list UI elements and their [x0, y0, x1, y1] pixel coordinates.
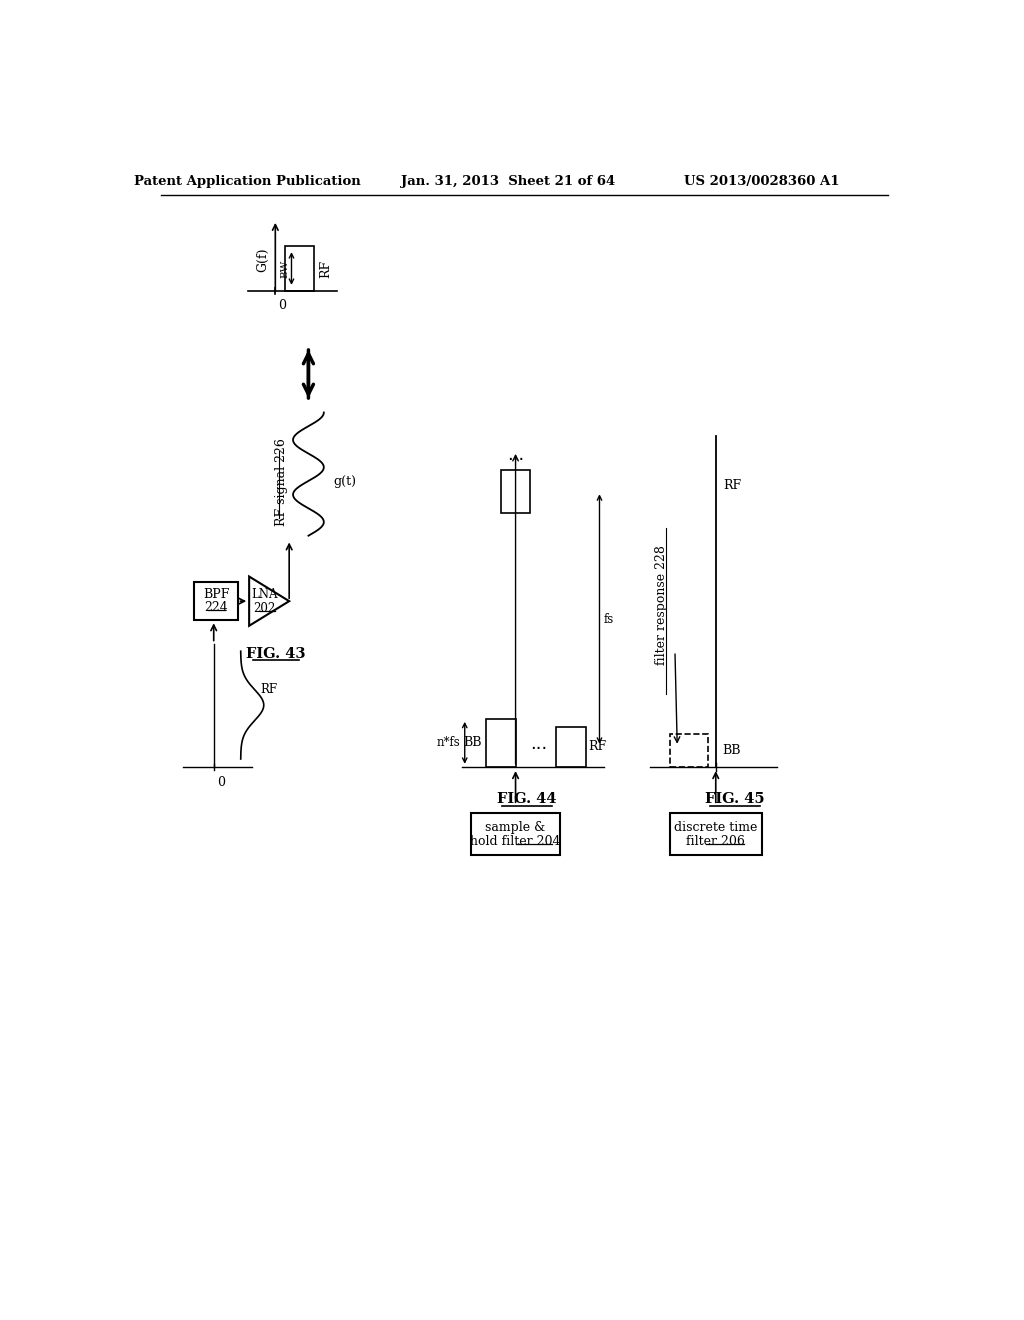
- Text: FIG. 45: FIG. 45: [706, 792, 765, 807]
- Bar: [670, 813, 762, 855]
- Text: 202: 202: [253, 602, 275, 615]
- Bar: [501, 470, 530, 512]
- Text: hold filter 204: hold filter 204: [470, 834, 561, 847]
- Text: 224: 224: [204, 601, 228, 614]
- Text: ...: ...: [507, 446, 524, 463]
- Text: BW: BW: [281, 260, 289, 277]
- Text: n*fs: n*fs: [437, 737, 461, 750]
- Text: RF: RF: [589, 741, 607, 754]
- Text: FIG. 43: FIG. 43: [246, 647, 305, 660]
- Text: g(t): g(t): [333, 475, 356, 488]
- Text: Patent Application Publication: Patent Application Publication: [134, 176, 361, 187]
- Bar: [195, 582, 238, 620]
- Text: RF: RF: [724, 479, 741, 492]
- Text: filter 206: filter 206: [686, 834, 745, 847]
- Text: RF: RF: [319, 260, 332, 277]
- Text: G(f): G(f): [256, 248, 269, 272]
- Text: BPF: BPF: [203, 589, 229, 602]
- Text: 0: 0: [279, 298, 287, 312]
- Text: RF: RF: [260, 684, 278, 696]
- Text: Jan. 31, 2013  Sheet 21 of 64: Jan. 31, 2013 Sheet 21 of 64: [400, 176, 615, 187]
- Text: filter response 228: filter response 228: [655, 545, 669, 665]
- Text: 0: 0: [217, 776, 225, 789]
- Bar: [670, 734, 708, 767]
- Bar: [471, 813, 560, 855]
- Text: BB: BB: [463, 737, 481, 750]
- Text: LNA: LNA: [251, 589, 278, 602]
- Text: FIG. 44: FIG. 44: [498, 792, 557, 807]
- Text: sample &: sample &: [485, 821, 546, 834]
- Bar: [556, 726, 586, 767]
- Text: discrete time: discrete time: [674, 821, 758, 834]
- Text: RF signal 226: RF signal 226: [275, 438, 288, 525]
- Text: US 2013/0028360 A1: US 2013/0028360 A1: [684, 176, 840, 187]
- Text: ...: ...: [530, 735, 547, 752]
- Bar: [486, 719, 515, 767]
- Text: fs: fs: [603, 612, 613, 626]
- Bar: [285, 246, 313, 290]
- Text: BB: BB: [722, 744, 740, 758]
